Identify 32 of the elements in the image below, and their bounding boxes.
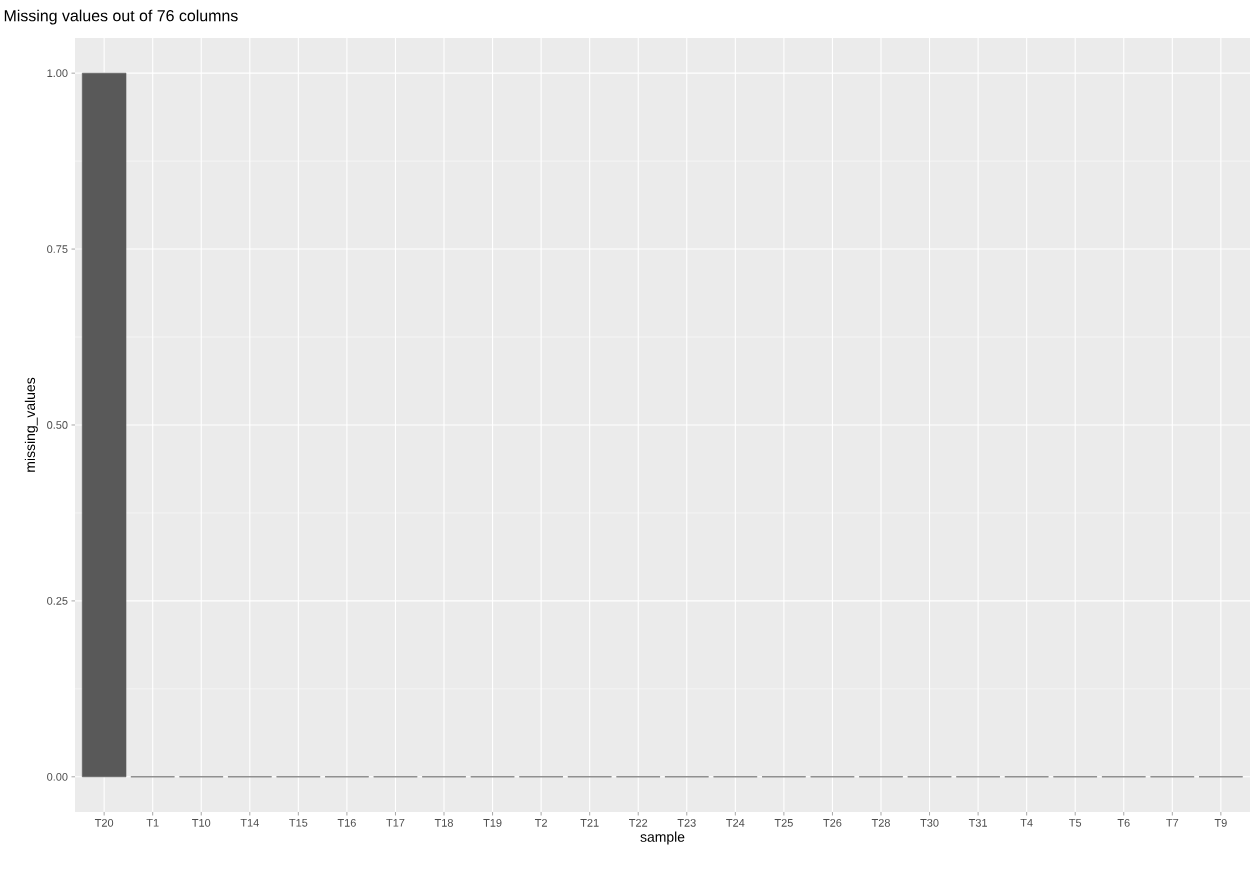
x-tick-label: T4 xyxy=(1020,819,1033,827)
chart-title: Missing values out of 76 columns xyxy=(4,9,238,25)
x-axis-title: sample xyxy=(640,831,685,845)
y-tick-label: 0.25 xyxy=(47,597,68,605)
y-tick-label: 0.75 xyxy=(47,245,68,253)
x-tick-label: T25 xyxy=(774,819,793,827)
x-tick-label: T16 xyxy=(337,819,356,827)
y-tick-label: 1.00 xyxy=(47,69,68,78)
x-tick-label: T19 xyxy=(483,819,502,827)
x-tick-label: T7 xyxy=(1166,819,1179,827)
y-tick-label: 0.50 xyxy=(47,421,68,429)
y-axis-title: missing_values xyxy=(24,377,38,472)
x-tick-label: T24 xyxy=(726,819,745,827)
x-tick-label: T28 xyxy=(871,819,890,827)
x-tick-label: T5 xyxy=(1069,819,1082,827)
x-tick-label: T9 xyxy=(1214,819,1227,827)
y-tick-label: 0.00 xyxy=(47,772,68,781)
x-tick-label: T1 xyxy=(146,819,159,827)
x-tick-label: T26 xyxy=(823,819,842,827)
x-tick-label: T22 xyxy=(629,819,648,827)
x-tick-label: T14 xyxy=(240,819,259,827)
x-tick-label: T17 xyxy=(386,819,405,827)
x-tick-label: T23 xyxy=(677,819,696,827)
x-tick-label: T10 xyxy=(192,819,211,827)
x-tick-label: T31 xyxy=(968,819,988,827)
x-tick-label: T18 xyxy=(434,819,453,827)
x-tick-label: T30 xyxy=(920,819,939,827)
x-tick-label: T15 xyxy=(289,819,308,827)
x-tick-label: T20 xyxy=(94,819,114,827)
x-tick-label: T21 xyxy=(580,819,599,827)
x-tick-label: T6 xyxy=(1117,819,1130,827)
x-tick-label: T2 xyxy=(534,819,547,827)
